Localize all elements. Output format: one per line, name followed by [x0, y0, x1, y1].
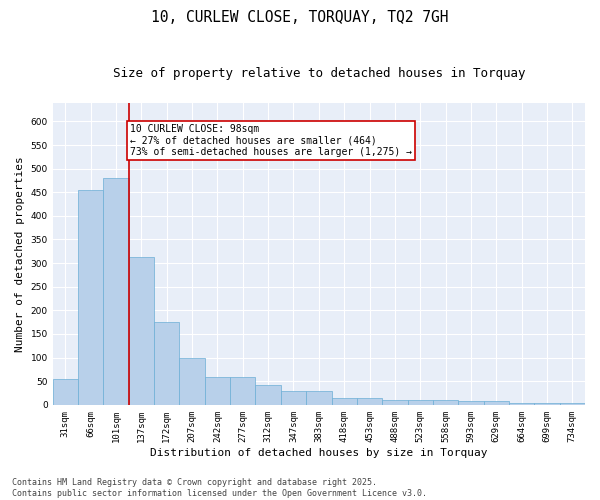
- Bar: [154, 322, 179, 405]
- Bar: [382, 400, 407, 405]
- Bar: [433, 400, 458, 405]
- Bar: [332, 398, 357, 405]
- X-axis label: Distribution of detached houses by size in Torquay: Distribution of detached houses by size …: [150, 448, 488, 458]
- Bar: [458, 401, 484, 405]
- Bar: [205, 377, 230, 405]
- Bar: [129, 257, 154, 405]
- Bar: [53, 379, 78, 405]
- Bar: [230, 377, 256, 405]
- Bar: [357, 398, 382, 405]
- Bar: [281, 390, 306, 405]
- Bar: [509, 403, 535, 405]
- Bar: [78, 190, 103, 405]
- Text: Contains HM Land Registry data © Crown copyright and database right 2025.
Contai: Contains HM Land Registry data © Crown c…: [12, 478, 427, 498]
- Bar: [560, 403, 585, 405]
- Bar: [256, 384, 281, 405]
- Bar: [484, 401, 509, 405]
- Text: 10, CURLEW CLOSE, TORQUAY, TQ2 7GH: 10, CURLEW CLOSE, TORQUAY, TQ2 7GH: [151, 10, 449, 25]
- Bar: [407, 400, 433, 405]
- Bar: [535, 403, 560, 405]
- Bar: [179, 358, 205, 405]
- Bar: [306, 390, 332, 405]
- Bar: [103, 178, 129, 405]
- Text: 10 CURLEW CLOSE: 98sqm
← 27% of detached houses are smaller (464)
73% of semi-de: 10 CURLEW CLOSE: 98sqm ← 27% of detached…: [130, 124, 412, 157]
- Title: Size of property relative to detached houses in Torquay: Size of property relative to detached ho…: [113, 68, 525, 80]
- Y-axis label: Number of detached properties: Number of detached properties: [15, 156, 25, 352]
